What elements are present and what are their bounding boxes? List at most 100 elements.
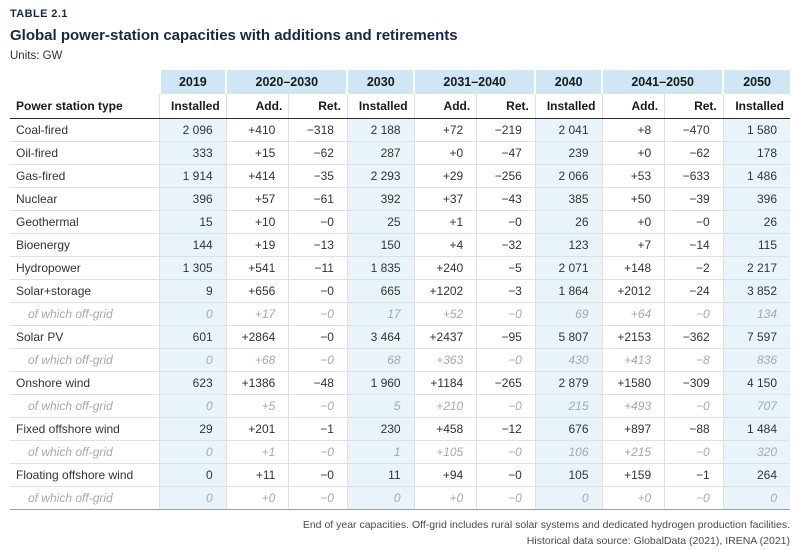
- table-row: Gas-fired 1 914 +414 −35 2 293 +29 −256 2 066 +5…: [10, 164, 790, 188]
- table-row: Onshore wind 623 +1386 −48 1 960 +1184 −265 2 8…: [10, 371, 790, 395]
- value-cell: −61: [288, 187, 348, 211]
- column-header-add: Add.: [413, 94, 477, 119]
- value-cell: +363: [413, 348, 477, 372]
- row-label-cell: Onshore wind: [10, 371, 160, 395]
- row-label-cell: Gas-fired: [10, 164, 160, 188]
- column-header-type: Power station type: [10, 94, 160, 119]
- value-cell: 0: [159, 394, 227, 418]
- value-cell: +53: [601, 164, 665, 188]
- value-cell: +72: [413, 118, 477, 142]
- column-header-ret: Ret.: [476, 94, 536, 119]
- value-cell: 707: [722, 394, 790, 418]
- value-cell: −62: [288, 141, 348, 165]
- value-cell: −0: [664, 210, 724, 234]
- row-label-cell: of which off-grid: [10, 486, 160, 510]
- value-cell: 2 188: [346, 118, 415, 142]
- value-cell: 392: [346, 187, 415, 211]
- value-cell: 0: [534, 486, 602, 510]
- value-cell: −0: [476, 463, 536, 487]
- value-cell: −0: [288, 394, 348, 418]
- value-cell: +17: [225, 302, 289, 326]
- value-cell: +1202: [413, 279, 477, 303]
- period-header-2030: 2030: [346, 70, 415, 94]
- value-cell: 0: [159, 463, 227, 487]
- value-cell: 150: [346, 233, 415, 257]
- value-cell: 4 150: [722, 371, 790, 395]
- value-cell: −362: [664, 325, 724, 349]
- value-cell: +2012: [601, 279, 665, 303]
- value-cell: +50: [601, 187, 665, 211]
- value-cell: 134: [722, 302, 790, 326]
- value-cell: −0: [288, 486, 348, 510]
- period-header-2019: 2019: [158, 70, 227, 94]
- value-cell: +0: [225, 486, 289, 510]
- value-cell: +1184: [413, 371, 477, 395]
- value-cell: 0: [159, 302, 227, 326]
- column-header-add: Add.: [225, 94, 289, 119]
- value-cell: −0: [476, 394, 536, 418]
- value-cell: 1 835: [346, 256, 415, 280]
- value-cell: −62: [664, 141, 724, 165]
- value-cell: 385: [534, 187, 602, 211]
- value-cell: 106: [534, 440, 602, 464]
- value-cell: 2 066: [534, 164, 602, 188]
- row-label-cell: of which off-grid: [10, 394, 160, 418]
- value-cell: −0: [476, 210, 536, 234]
- value-cell: −0: [288, 348, 348, 372]
- value-cell: +1580: [601, 371, 665, 395]
- value-cell: 2 071: [534, 256, 602, 280]
- value-cell: −0: [288, 463, 348, 487]
- value-cell: 623: [159, 371, 227, 395]
- value-cell: +105: [413, 440, 477, 464]
- value-cell: −24: [664, 279, 724, 303]
- value-cell: +68: [225, 348, 289, 372]
- value-cell: 11: [346, 463, 415, 487]
- value-cell: 178: [722, 141, 790, 165]
- offgrid-row: of which off-grid 0 +5 −0 5 +210 −0 215 +493 −0 70…: [10, 394, 790, 418]
- value-cell: +15: [225, 141, 289, 165]
- value-cell: +414: [225, 164, 289, 188]
- row-label-cell: Hydropower: [10, 256, 160, 280]
- column-header-ret: Ret.: [664, 94, 724, 119]
- table-row: Solar+storage 9 +656 −0 665 +1202 −3 1 864 +2012…: [10, 279, 790, 303]
- value-cell: +0: [413, 141, 477, 165]
- value-cell: +57: [225, 187, 289, 211]
- value-cell: +201: [225, 417, 289, 441]
- value-cell: +159: [601, 463, 665, 487]
- value-cell: −309: [664, 371, 724, 395]
- value-cell: 1 914: [159, 164, 227, 188]
- value-cell: +656: [225, 279, 289, 303]
- period-header-2050: 2050: [722, 70, 790, 94]
- footnote-capacities: End of year capacities. Off-grid include…: [302, 519, 790, 531]
- value-cell: 2 879: [534, 371, 602, 395]
- value-cell: 396: [159, 187, 227, 211]
- value-cell: −0: [476, 486, 536, 510]
- value-cell: 7 597: [722, 325, 790, 349]
- table-body: Coal-fired 2 096 +410 −318 2 188 +72 −219 2 041…: [10, 118, 790, 510]
- value-cell: −0: [288, 210, 348, 234]
- value-cell: +8: [601, 118, 665, 142]
- offgrid-row: of which off-grid 0 +68 −0 68 +363 −0 430 +413 −8…: [10, 348, 790, 372]
- column-header-ret: Ret.: [288, 94, 348, 119]
- value-cell: 430: [534, 348, 602, 372]
- value-cell: 1: [346, 440, 415, 464]
- value-cell: −1: [664, 463, 724, 487]
- value-cell: 115: [722, 233, 790, 257]
- value-cell: +0: [413, 486, 477, 510]
- footnotes: End of year capacities. Off-grid include…: [10, 517, 790, 550]
- row-label-cell: Oil-fired: [10, 141, 160, 165]
- column-header-installed: Installed: [534, 94, 602, 119]
- value-cell: −12: [476, 417, 536, 441]
- value-cell: 287: [346, 141, 415, 165]
- value-cell: +215: [601, 440, 665, 464]
- value-cell: 320: [722, 440, 790, 464]
- table-number-label: TABLE 2.1: [10, 8, 68, 20]
- value-cell: −48: [288, 371, 348, 395]
- value-cell: +11: [225, 463, 289, 487]
- value-cell: +10: [225, 210, 289, 234]
- row-label-cell: of which off-grid: [10, 302, 160, 326]
- value-cell: +493: [601, 394, 665, 418]
- table-row: Nuclear 396 +57 −61 392 +37 −43 385 +50 −39 396: [10, 187, 790, 211]
- value-cell: +0: [601, 141, 665, 165]
- row-label-cell: of which off-grid: [10, 440, 160, 464]
